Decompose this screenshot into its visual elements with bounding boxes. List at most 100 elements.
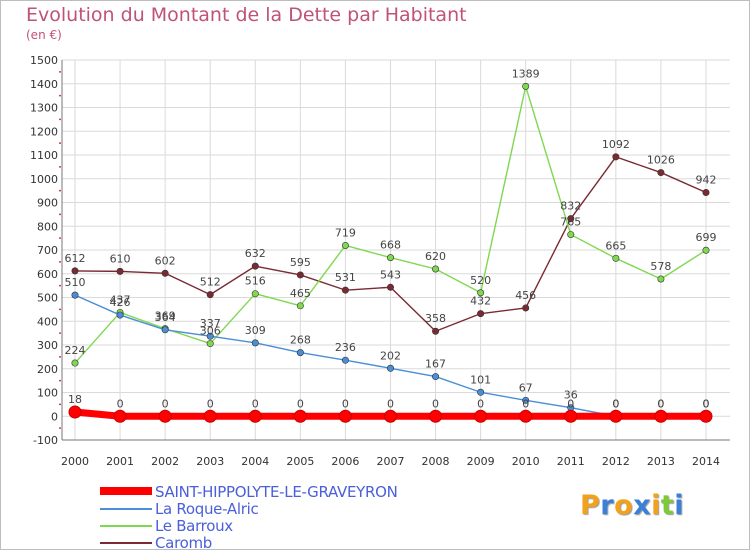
data-label: 437	[110, 293, 131, 306]
data-point	[341, 241, 349, 249]
data-point	[522, 304, 530, 312]
data-label: 337	[200, 317, 221, 330]
x-tick-label: 2007	[376, 455, 404, 468]
data-label: 0	[432, 397, 439, 410]
data-label: 512	[200, 276, 221, 289]
x-tick-label: 2005	[286, 455, 314, 468]
data-label: 268	[290, 334, 311, 347]
data-label: 369	[155, 310, 176, 323]
legend-item-le-barroux: Le Barroux	[100, 517, 500, 535]
x-tick-label: 2010	[512, 455, 540, 468]
data-label: 0	[657, 397, 664, 410]
x-tick-label: 2002	[151, 455, 179, 468]
data-point	[612, 254, 620, 262]
data-label: 543	[380, 268, 401, 281]
data-point	[296, 349, 304, 357]
data-point	[206, 291, 214, 299]
data-point	[161, 269, 169, 277]
data-label: 0	[702, 397, 709, 410]
data-point	[386, 283, 394, 291]
data-label: 0	[522, 397, 529, 410]
data-label: 358	[425, 312, 446, 325]
data-point	[657, 275, 665, 283]
data-point	[432, 327, 440, 335]
y-tick-label: 700	[37, 244, 58, 257]
data-label: 236	[335, 341, 356, 354]
data-label: 610	[110, 252, 131, 265]
data-point	[293, 409, 307, 423]
data-label: 36	[564, 389, 578, 402]
y-tick-label: 0	[51, 410, 58, 423]
data-label: 18	[68, 393, 82, 406]
data-point	[116, 311, 124, 319]
data-label: 101	[470, 373, 491, 386]
y-tick-label: 1200	[30, 125, 58, 138]
data-label: 364	[155, 311, 176, 324]
data-point	[71, 359, 79, 367]
legend-label-caromb: Caromb	[155, 534, 213, 552]
data-label: 0	[702, 397, 709, 410]
data-label: 0	[207, 397, 214, 410]
data-label: 1389	[512, 67, 540, 80]
data-label: 0	[387, 397, 394, 410]
data-label: 612	[65, 252, 86, 265]
legend-label-la-roque-alric: La Roque-Alric	[155, 500, 259, 518]
logo-letter: x	[633, 490, 652, 521]
data-label: 620	[425, 250, 446, 263]
data-label: 578	[650, 260, 671, 273]
data-point	[206, 340, 214, 348]
y-tick-label: 800	[37, 220, 58, 233]
data-label: 0	[612, 397, 619, 410]
data-point	[567, 215, 575, 223]
data-label: 0	[612, 397, 619, 410]
data-point	[429, 409, 443, 423]
data-point	[161, 326, 169, 334]
logo-letter: P	[580, 490, 601, 521]
data-point	[699, 409, 713, 423]
legend-label-le-barroux: Le Barroux	[155, 517, 233, 535]
data-label: 426	[110, 296, 131, 309]
y-tick-label: 1300	[30, 102, 58, 115]
data-label: 0	[252, 397, 259, 410]
legend-swatch-le-barroux	[100, 525, 152, 527]
data-point	[564, 409, 578, 423]
legend-item-saint-hippolyte: SAINT-HIPPOLYTE-LE-GRAVEYRON	[100, 483, 500, 501]
y-tick-label: 200	[37, 363, 58, 376]
y-tick-label: 600	[37, 268, 58, 281]
data-point	[567, 231, 575, 239]
data-label: 520	[470, 274, 491, 287]
data-label: 202	[380, 349, 401, 362]
data-point	[248, 409, 262, 423]
data-label: 67	[519, 381, 533, 394]
data-label: 306	[200, 325, 221, 338]
data-point	[71, 291, 79, 299]
data-label: 1092	[602, 138, 630, 151]
data-point	[654, 409, 668, 423]
data-label: 167	[425, 358, 446, 371]
x-tick-label: 2004	[241, 455, 269, 468]
data-label: 465	[290, 287, 311, 300]
data-label: 309	[245, 324, 266, 337]
x-tick-label: 2001	[106, 455, 134, 468]
data-point	[296, 302, 304, 310]
data-label: 0	[117, 397, 124, 410]
data-label: 0	[477, 397, 484, 410]
y-tick-label: 1400	[30, 78, 58, 91]
x-tick-label: 2011	[557, 455, 585, 468]
data-point	[702, 189, 710, 197]
data-label: 456	[515, 289, 536, 302]
data-point	[522, 396, 530, 404]
data-point	[203, 409, 217, 423]
legend-swatch-la-roque-alric	[100, 508, 152, 510]
data-point	[158, 409, 172, 423]
proxiti-logo: Proxiti	[580, 490, 684, 521]
data-label: 602	[155, 254, 176, 267]
data-point	[386, 254, 394, 262]
y-tick-label: -100	[33, 434, 58, 447]
data-point	[71, 267, 79, 275]
x-tick-label: 2012	[602, 455, 630, 468]
legend-item-la-roque-alric: La Roque-Alric	[100, 500, 500, 518]
data-point	[477, 289, 485, 297]
legend-swatch-caromb	[100, 542, 152, 544]
chart-title: Evolution du Montant de la Dette par Hab…	[26, 4, 467, 26]
